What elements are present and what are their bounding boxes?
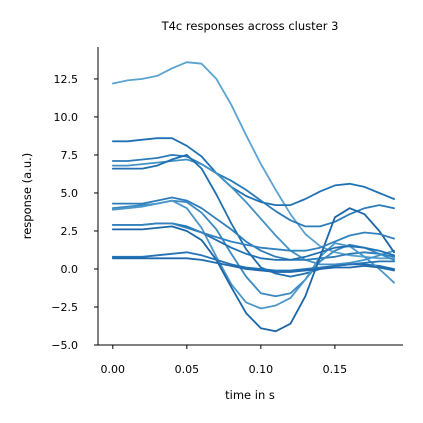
y-tick-label: 12.5: [54, 73, 79, 86]
x-tick-label: 0.15: [323, 363, 348, 376]
chart-title: T4c responses across cluster 3: [161, 19, 339, 33]
series-line-13: [111, 257, 396, 273]
y-tick-label: 7.5: [61, 149, 79, 162]
series-line-4: [111, 158, 396, 266]
series-layer: [111, 61, 396, 333]
y-tick-label: 2.5: [61, 225, 79, 238]
series-line-3: [111, 153, 396, 228]
y-tick-label: 10.0: [54, 111, 79, 124]
series-line-12: [111, 251, 396, 272]
x-tick-label: 0.00: [101, 363, 126, 376]
y-tick-label: 0.0: [61, 263, 79, 276]
ticks-layer: 0.00 0.05 0.10 0.15 −5.0 −2.5 0.0 2.5 5.0 7.5 10.0…: [51, 73, 347, 376]
x-axis-label: time in s: [225, 388, 275, 402]
series-line-2: [111, 137, 396, 207]
series-line-8: [111, 199, 396, 310]
series-line-10: [111, 207, 396, 333]
series-line-11: [111, 222, 396, 252]
y-tick-label: −5.0: [51, 339, 78, 352]
y-tick-label: −2.5: [51, 301, 78, 314]
x-tick-label: 0.10: [249, 363, 274, 376]
x-tick-label: 0.05: [175, 363, 200, 376]
y-tick-label: 5.0: [61, 187, 79, 200]
y-axis-label: response (a.u.): [20, 153, 34, 240]
